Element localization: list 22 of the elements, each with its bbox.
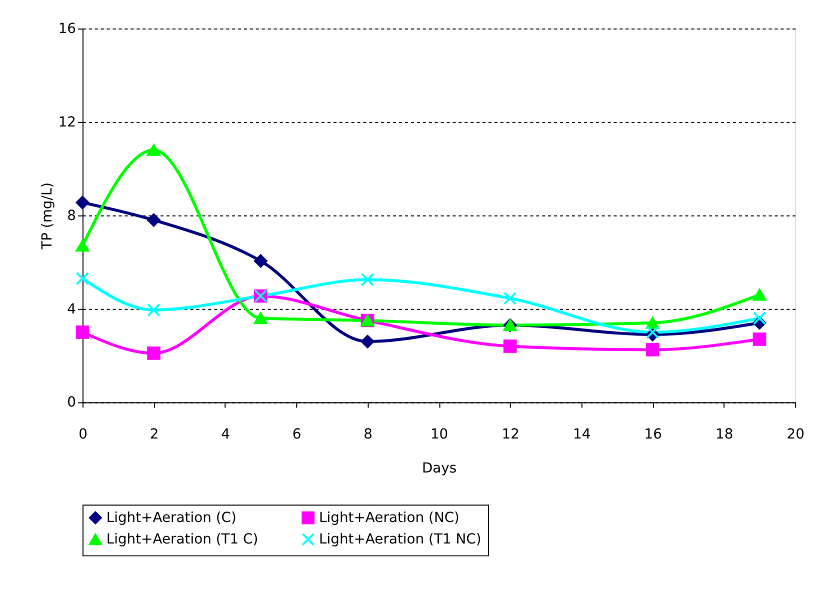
x-tick-label: 4 [221,426,230,443]
x-tick-label: 2 [150,426,159,443]
y-axis-title: TP (mg/L) [39,182,56,250]
x-tick-label: 14 [572,426,591,443]
x-tick-label: 18 [716,426,734,443]
x-tick-label: 8 [364,426,372,443]
y-tick-label: 12 [58,114,76,130]
legend-label: Light+Aeration (C) [106,510,236,526]
y-tick-label: 0 [67,394,76,411]
x-tick-label: 20 [786,426,804,443]
x-tick-label: 6 [292,426,302,443]
x-tick-label: 10 [430,426,448,443]
x-tick-label: 16 [644,426,662,443]
x-tick-label: 12 [502,426,520,443]
legend-label: Light+Aeration (T1 NC) [319,531,482,548]
y-tick-label: 16 [58,21,76,38]
legend-label: Light+Aeration (T1 C) [106,531,258,548]
legend-label: Light+Aeration (NC) [319,510,460,526]
y-tick-label: 8 [67,208,76,224]
x-axis-title: Days [422,460,457,476]
x-tick-label: 0 [78,426,88,443]
y-tick-label: 4 [67,301,76,318]
